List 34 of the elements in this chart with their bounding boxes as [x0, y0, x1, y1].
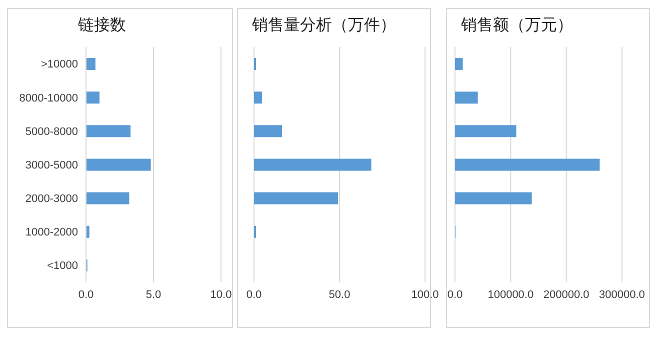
- y-tick-label: 3000-5000: [25, 159, 78, 172]
- bar: [254, 158, 372, 171]
- bar: [254, 125, 282, 138]
- bar: [455, 92, 478, 104]
- bar: [455, 192, 532, 204]
- bar: [455, 158, 600, 171]
- bar: [86, 92, 100, 104]
- chart-title: 销售额（万元）: [461, 15, 573, 36]
- bar: [455, 125, 516, 138]
- x-tick-label: 50.0: [328, 288, 350, 301]
- y-tick-label: 1000-2000: [25, 226, 78, 239]
- y-tick-label: >10000: [40, 58, 78, 71]
- x-tick-label: 300000.0: [599, 288, 645, 301]
- bar: [86, 158, 151, 171]
- x-tick-label: 0.0: [78, 288, 94, 301]
- bar: [254, 92, 262, 104]
- x-tick-label: 100000.0: [488, 288, 534, 301]
- bar: [86, 58, 96, 70]
- bar: [254, 192, 338, 204]
- bar: [455, 58, 463, 70]
- chart-title: 链接数: [78, 15, 126, 36]
- x-tick-label: 10.0: [210, 288, 232, 301]
- y-tick-label: <1000: [47, 260, 78, 272]
- bar: [86, 125, 131, 138]
- y-tick-label: 2000-3000: [25, 192, 78, 205]
- y-tick-label: 8000-10000: [19, 92, 78, 104]
- x-tick-label: 5.0: [146, 288, 162, 301]
- bar: [86, 192, 130, 204]
- y-tick-label: 5000-8000: [25, 126, 78, 138]
- x-tick-label: 0.0: [246, 288, 262, 301]
- x-tick-label: 100.0: [411, 288, 439, 301]
- x-tick-label: 0.0: [447, 288, 463, 301]
- x-tick-label: 200000.0: [543, 288, 590, 301]
- chart-title: 销售量分析（万件）: [252, 15, 396, 36]
